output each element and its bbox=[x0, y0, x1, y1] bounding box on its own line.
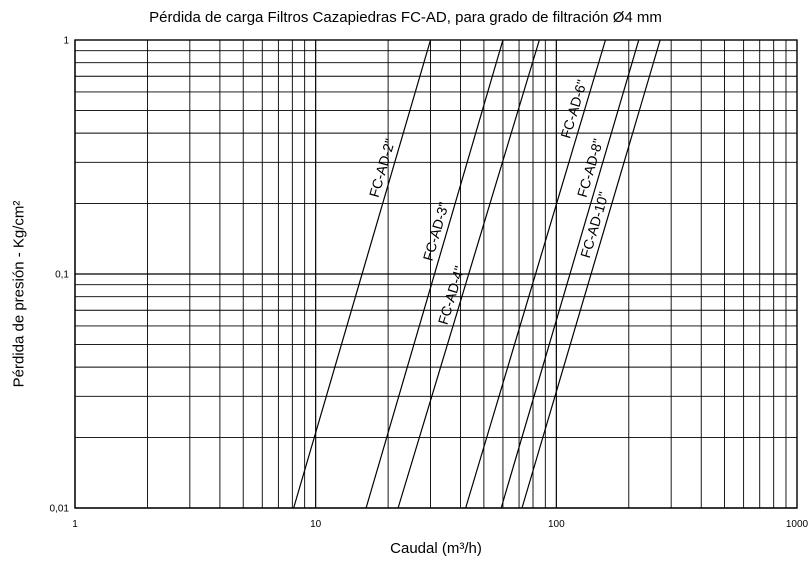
series-line bbox=[465, 39, 607, 509]
y-tick-label: 0,1 bbox=[55, 270, 69, 281]
series-labels: FC-AD-2"FC-AD-3"FC-AD-4"FC-AD-6"FC-AD-8"… bbox=[366, 78, 612, 327]
grid bbox=[74, 39, 798, 509]
series-line bbox=[397, 39, 540, 509]
x-tick-label: 10 bbox=[310, 519, 322, 530]
series-line bbox=[500, 39, 640, 509]
series-line bbox=[521, 39, 661, 509]
series-line bbox=[365, 39, 504, 509]
x-tick-label: 1 bbox=[72, 519, 78, 530]
chart-title: Pérdida de carga Filtros Cazapiedras FC-… bbox=[149, 9, 662, 26]
y-tick-label: 0,01 bbox=[50, 504, 70, 515]
series-label: FC-AD-10" bbox=[577, 190, 612, 260]
y-axis-label: Pérdida de presión - Kg/cm² bbox=[10, 200, 28, 388]
series-line bbox=[293, 39, 432, 509]
plot-frame bbox=[74, 39, 798, 509]
x-tick-label: 100 bbox=[548, 519, 565, 530]
series-lines bbox=[293, 39, 661, 509]
y-tick-label: 1 bbox=[63, 36, 69, 47]
tick-labels: 1 10 100 1000 0,01 0,1 1 bbox=[50, 36, 809, 531]
x-tick-label: 1000 bbox=[786, 519, 809, 530]
x-axis-label: Caudal (m³/h) bbox=[390, 540, 482, 557]
